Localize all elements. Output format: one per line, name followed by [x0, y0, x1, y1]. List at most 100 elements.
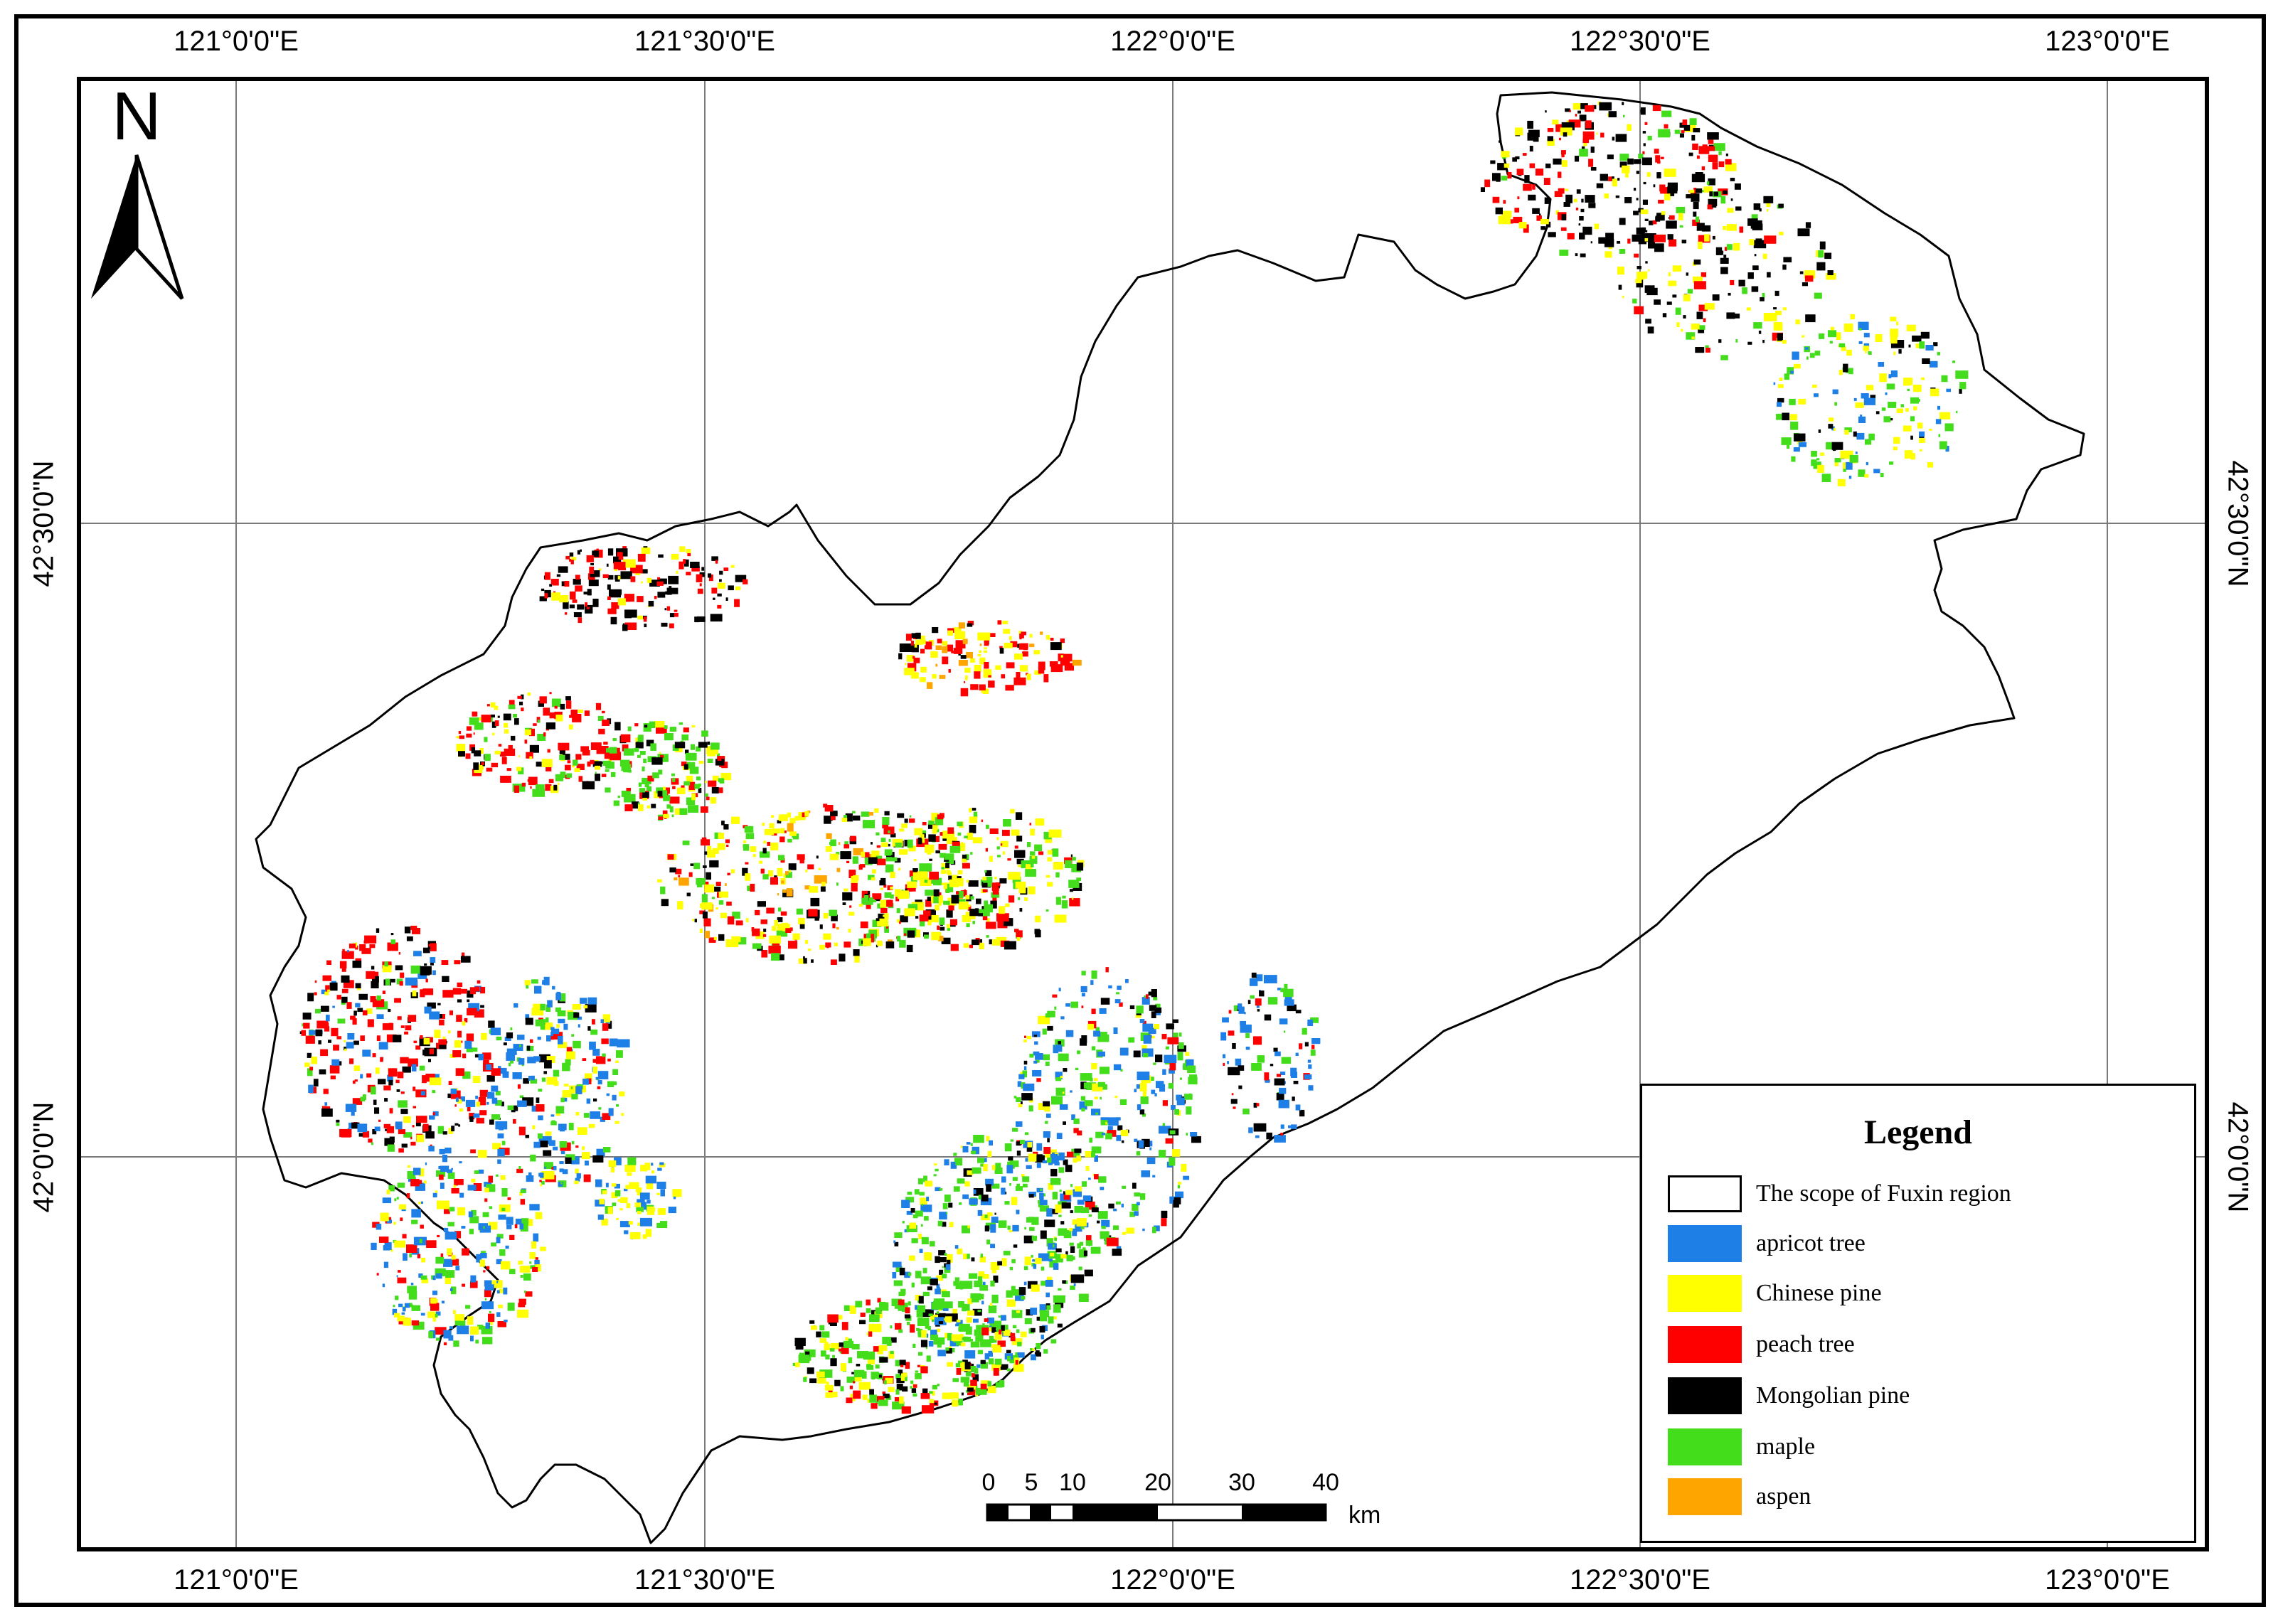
forest-patch — [1654, 234, 1666, 242]
forest-patch — [878, 1345, 888, 1351]
forest-patch — [674, 609, 678, 612]
forest-patch — [974, 1368, 979, 1374]
forest-patch — [500, 776, 511, 783]
forest-patch — [686, 549, 691, 553]
forest-patch — [374, 1107, 380, 1114]
forest-patch — [1140, 1096, 1149, 1104]
forest-patch — [1048, 1259, 1053, 1262]
forest-patch — [967, 1298, 973, 1305]
forest-patch — [575, 1177, 580, 1182]
forest-patch — [952, 875, 959, 880]
forest-patch — [867, 1359, 876, 1364]
forest-patch — [989, 1303, 992, 1306]
forest-patch — [1133, 1050, 1141, 1058]
forest-patch — [900, 1364, 904, 1367]
forest-patch — [497, 1148, 505, 1157]
forest-patch — [1855, 402, 1864, 408]
forest-patch — [1833, 427, 1836, 431]
forest-patch — [1155, 1003, 1161, 1008]
forest-patch — [548, 779, 554, 784]
forest-patch — [388, 1068, 398, 1077]
forest-patch — [1028, 1153, 1037, 1162]
forest-patch — [1523, 183, 1532, 191]
forest-patch — [681, 734, 689, 741]
forest-patch — [891, 857, 898, 862]
forest-patch — [875, 1364, 880, 1369]
forest-patch — [576, 764, 585, 770]
forest-patch — [963, 1337, 971, 1342]
forest-patch — [454, 960, 461, 965]
forest-patch — [410, 925, 417, 931]
forest-patch — [1755, 238, 1762, 247]
forest-patch — [929, 1391, 933, 1394]
forest-patch — [1245, 1032, 1250, 1038]
forest-patch — [1240, 1024, 1252, 1033]
forest-patch — [526, 985, 529, 989]
forest-patch — [706, 872, 711, 880]
forest-patch — [977, 1276, 983, 1282]
forest-patch — [626, 788, 631, 791]
forest-patch — [1073, 1283, 1076, 1286]
forest-patch — [947, 1362, 953, 1367]
forest-patch — [1581, 146, 1585, 149]
forest-patch — [1035, 915, 1041, 923]
forest-patch — [922, 1388, 928, 1395]
forest-patch — [929, 1399, 935, 1404]
forest-patch — [480, 1005, 484, 1008]
forest-patch — [1094, 1174, 1099, 1180]
forest-patch — [656, 725, 667, 734]
forest-patch — [488, 1313, 495, 1323]
legend-title: Legend — [1863, 1113, 1972, 1151]
forest-patch — [1834, 458, 1841, 463]
forest-patch — [707, 845, 712, 851]
forest-patch — [1573, 198, 1577, 203]
forest-patch — [951, 894, 959, 904]
forest-patch — [880, 887, 883, 890]
forest-patch — [984, 647, 987, 650]
forest-patch — [1555, 210, 1560, 215]
forest-patch — [715, 759, 725, 766]
forest-patch — [1683, 294, 1691, 301]
forest-patch — [1559, 250, 1569, 256]
forest-patch — [512, 1072, 522, 1079]
forest-patch — [956, 1341, 962, 1346]
forest-patch — [924, 1252, 932, 1261]
forest-patch — [886, 1340, 892, 1346]
forest-patch — [1184, 1094, 1193, 1100]
forest-patch — [1008, 872, 1021, 880]
forest-patch — [1588, 159, 1594, 167]
forest-patch — [1634, 306, 1644, 315]
forest-patch — [846, 1397, 853, 1404]
forest-patch — [690, 863, 694, 866]
forest-patch — [1058, 1041, 1061, 1045]
forest-patch — [1634, 253, 1639, 258]
forest-patch — [981, 1327, 989, 1336]
forest-patch — [976, 1386, 978, 1389]
forest-patch — [1632, 234, 1641, 242]
forest-patch — [1548, 232, 1556, 237]
forest-patch — [1563, 132, 1568, 137]
forest-patch — [1826, 442, 1833, 450]
forest-patch — [984, 900, 988, 905]
forest-patch — [590, 742, 602, 750]
forest-patch — [432, 1112, 435, 1116]
forest-patch — [1048, 829, 1062, 838]
forest-patch — [787, 838, 792, 843]
forest-patch — [897, 890, 909, 899]
forest-patch — [1038, 661, 1045, 671]
forest-patch — [1310, 1049, 1316, 1056]
forest-patch — [1647, 136, 1652, 141]
forest-patch — [898, 1299, 905, 1305]
lat-label-left-1: 42°30'0"N — [28, 460, 60, 587]
forest-patch — [986, 1239, 991, 1245]
forest-patch — [550, 1114, 555, 1117]
forest-patch — [1108, 1203, 1114, 1209]
forest-patch — [1686, 194, 1693, 198]
forest-patch — [1031, 1254, 1033, 1258]
forest-patch — [979, 1285, 988, 1291]
forest-patch — [910, 815, 912, 818]
forest-patch — [1094, 1155, 1098, 1162]
forest-patch — [452, 1259, 459, 1266]
forest-patch — [1648, 240, 1656, 249]
forest-patch — [575, 754, 582, 760]
